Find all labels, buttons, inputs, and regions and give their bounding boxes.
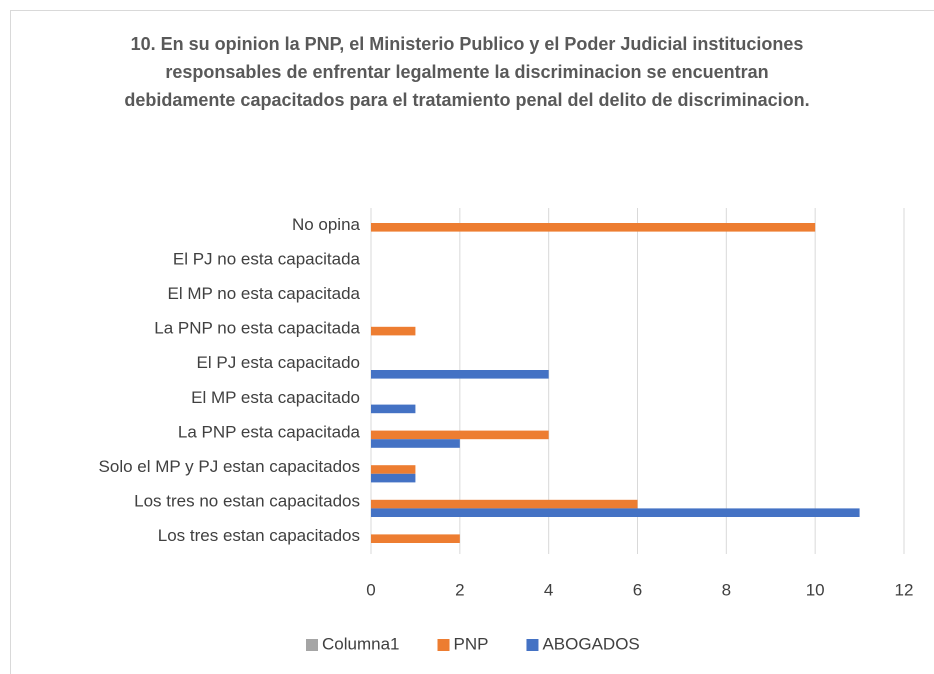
bar — [371, 223, 816, 232]
bar — [371, 508, 860, 517]
x-tick-label: 4 — [544, 580, 553, 599]
bar — [371, 473, 416, 483]
x-tick-label: 8 — [722, 580, 731, 599]
y-tick-label: Los tres no estan capacitados — [134, 492, 360, 511]
x-tick-label: 2 — [455, 580, 464, 599]
bar — [371, 370, 549, 379]
x-tick-label: 12 — [895, 580, 914, 599]
bar — [371, 499, 638, 509]
bar — [371, 534, 460, 543]
bar — [371, 439, 460, 448]
legend-swatch — [526, 639, 539, 651]
bar — [371, 326, 416, 336]
y-tick-label: La PNP no esta capacitada — [154, 319, 360, 338]
y-tick-label: Solo el MP y PJ estan capacitados — [99, 457, 360, 476]
y-tick-label: Los tres estan capacitados — [158, 526, 360, 545]
x-tick-label: 10 — [806, 580, 825, 599]
chart-title: 10. En su opinion la PNP, el Ministerio … — [124, 34, 810, 110]
x-tick-label: 0 — [366, 580, 375, 599]
legend-label: ABOGADOS — [542, 634, 639, 653]
legend-label: PNP — [454, 634, 489, 653]
bar — [371, 404, 416, 414]
y-tick-label: No opina — [292, 215, 361, 234]
y-tick-label: El MP esta capacitado — [191, 388, 360, 407]
legend-swatch — [437, 639, 450, 651]
x-tick-label: 6 — [633, 580, 642, 599]
bar — [371, 430, 549, 440]
legend-swatch — [306, 639, 318, 651]
y-tick-label: El PJ esta capacitado — [197, 353, 360, 372]
y-tick-label: La PNP esta capacitada — [178, 422, 361, 441]
chart-border — [10, 10, 934, 674]
y-tick-label: El MP no esta capacitada — [168, 284, 361, 303]
legend-label: Columna1 — [322, 634, 400, 653]
bar — [371, 465, 416, 474]
y-tick-label: El PJ no esta capacitada — [173, 249, 361, 268]
